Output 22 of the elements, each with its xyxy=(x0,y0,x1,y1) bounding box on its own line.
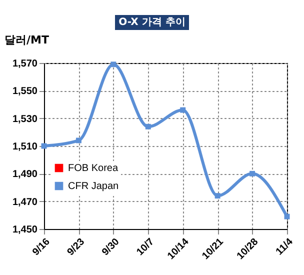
y-tick-label: 1,450 xyxy=(12,224,38,236)
point xyxy=(76,138,82,144)
point xyxy=(110,62,116,68)
chart-title: O-X 가격 추이 xyxy=(114,15,190,30)
x-tick-label: 9/30 xyxy=(100,236,122,258)
y-tick-label: 1,470 xyxy=(12,196,38,208)
point xyxy=(145,124,151,130)
point xyxy=(284,214,290,220)
x-tick-label: 9/16 xyxy=(30,236,53,258)
point xyxy=(214,193,220,199)
legend-label: CFR Japan xyxy=(68,181,119,192)
legend-label: FOB Korea xyxy=(68,163,118,174)
x-tick-label: 9/23 xyxy=(65,236,88,258)
y-tick-label: 1,510 xyxy=(12,142,38,152)
point xyxy=(180,107,186,113)
x-tick-label: 11/4 xyxy=(274,236,296,258)
y-tick-label: 1,490 xyxy=(12,169,38,180)
y-tick-label: 1,550 xyxy=(12,86,38,98)
y-axis-title: 달러/MT xyxy=(4,34,50,46)
y-tick-label: 1,530 xyxy=(12,114,38,125)
y-tick-label: 1,570 xyxy=(12,58,38,70)
point xyxy=(250,170,256,176)
